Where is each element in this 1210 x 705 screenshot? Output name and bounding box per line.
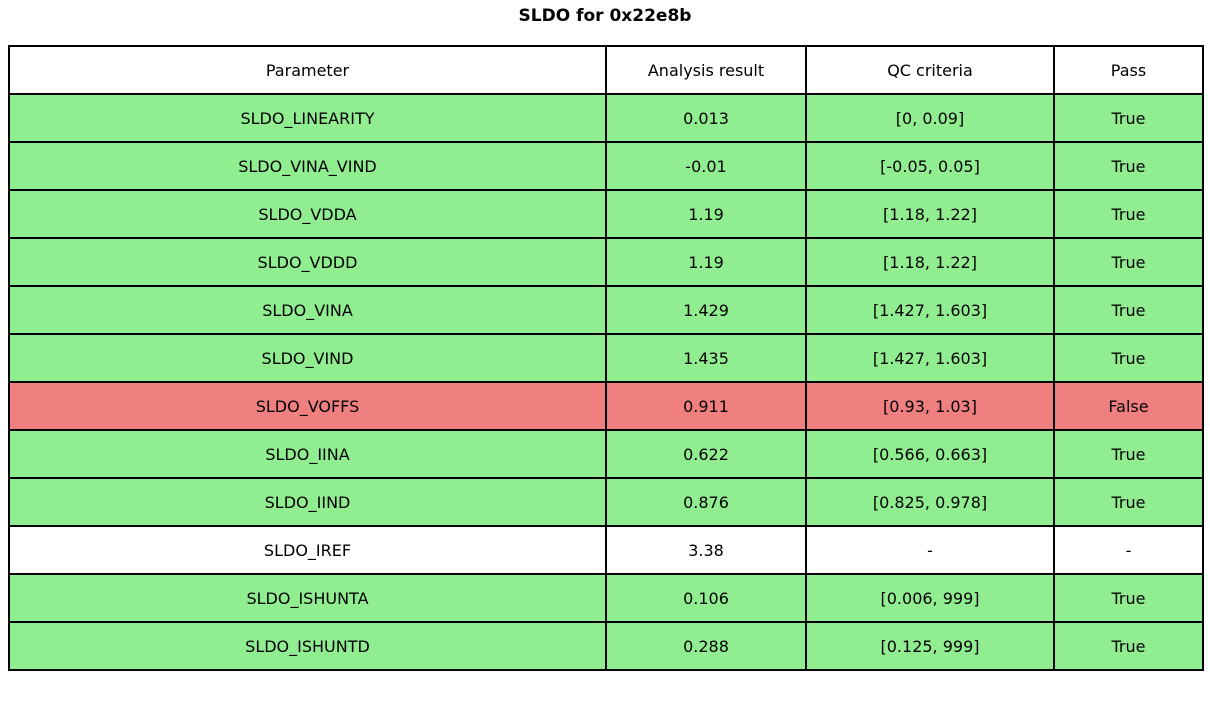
- table-row: SLDO_LINEARITY 0.013 [0, 0.09] True: [8, 93, 1204, 143]
- pass-cell: True: [1053, 429, 1204, 479]
- qc-results-table: Parameter Analysis result QC criteria Pa…: [8, 45, 1204, 671]
- pass-cell: True: [1053, 141, 1204, 191]
- parameter-cell: SLDO_VIND: [8, 333, 607, 383]
- parameter-cell: SLDO_IREF: [8, 525, 607, 575]
- header-row: Parameter Analysis result QC criteria Pa…: [8, 45, 1204, 95]
- criteria-cell: [0.125, 999]: [805, 621, 1055, 671]
- criteria-cell: [1.18, 1.22]: [805, 237, 1055, 287]
- pass-cell: True: [1053, 93, 1204, 143]
- criteria-cell: [-0.05, 0.05]: [805, 141, 1055, 191]
- header-parameter: Parameter: [8, 45, 607, 95]
- criteria-cell: [0.006, 999]: [805, 573, 1055, 623]
- page-title: SLDO for 0x22e8b: [518, 6, 692, 26]
- parameter-cell: SLDO_IINA: [8, 429, 607, 479]
- criteria-cell: [0, 0.09]: [805, 93, 1055, 143]
- table-row: SLDO_VDDD 1.19 [1.18, 1.22] True: [8, 237, 1204, 287]
- result-cell: 1.435: [605, 333, 807, 383]
- result-cell: 1.19: [605, 237, 807, 287]
- table-row: SLDO_VOFFS 0.911 [0.93, 1.03] False: [8, 381, 1204, 431]
- result-cell: 0.106: [605, 573, 807, 623]
- pass-cell: True: [1053, 573, 1204, 623]
- table-row: SLDO_VINA_VIND -0.01 [-0.05, 0.05] True: [8, 141, 1204, 191]
- pass-cell: True: [1053, 285, 1204, 335]
- result-cell: 1.429: [605, 285, 807, 335]
- pass-cell: True: [1053, 333, 1204, 383]
- header-analysis-result: Analysis result: [605, 45, 807, 95]
- table-row: SLDO_IINA 0.622 [0.566, 0.663] True: [8, 429, 1204, 479]
- criteria-cell: [0.93, 1.03]: [805, 381, 1055, 431]
- table-row: SLDO_VINA 1.429 [1.427, 1.603] True: [8, 285, 1204, 335]
- criteria-cell: [0.566, 0.663]: [805, 429, 1055, 479]
- result-cell: 0.911: [605, 381, 807, 431]
- result-cell: 0.013: [605, 93, 807, 143]
- table-row: SLDO_VDDA 1.19 [1.18, 1.22] True: [8, 189, 1204, 239]
- parameter-cell: SLDO_VINA: [8, 285, 607, 335]
- result-cell: 0.622: [605, 429, 807, 479]
- pass-cell: True: [1053, 189, 1204, 239]
- result-cell: 1.19: [605, 189, 807, 239]
- result-cell: -0.01: [605, 141, 807, 191]
- parameter-cell: SLDO_VOFFS: [8, 381, 607, 431]
- table-row: SLDO_IIND 0.876 [0.825, 0.978] True: [8, 477, 1204, 527]
- header-pass: Pass: [1053, 45, 1204, 95]
- table-row: SLDO_IREF 3.38- -: [8, 525, 1204, 575]
- table-row: SLDO_VIND 1.435 [1.427, 1.603] True: [8, 333, 1204, 383]
- pass-cell: -: [1053, 525, 1204, 575]
- parameter-cell: SLDO_VDDA: [8, 189, 607, 239]
- parameter-cell: SLDO_ISHUNTD: [8, 621, 607, 671]
- pass-cell: False: [1053, 381, 1204, 431]
- parameter-cell: SLDO_VDDD: [8, 237, 607, 287]
- parameter-cell: SLDO_LINEARITY: [8, 93, 607, 143]
- criteria-cell: [0.825, 0.978]: [805, 477, 1055, 527]
- pass-cell: True: [1053, 237, 1204, 287]
- header-qc-criteria: QC criteria: [805, 45, 1055, 95]
- result-cell: 0.288: [605, 621, 807, 671]
- parameter-cell: SLDO_ISHUNTA: [8, 573, 607, 623]
- criteria-cell: [1.427, 1.603]: [805, 333, 1055, 383]
- table-row: SLDO_ISHUNTA 0.106 [0.006, 999] True: [8, 573, 1204, 623]
- result-cell: 0.876: [605, 477, 807, 527]
- criteria-cell: [1.18, 1.22]: [805, 189, 1055, 239]
- criteria-cell: -: [805, 525, 1055, 575]
- table-body: SLDO_LINEARITY 0.013 [0, 0.09] True SLDO_VIN…: [8, 93, 1204, 671]
- table-header: Parameter Analysis result QC criteria Pa…: [8, 45, 1204, 95]
- pass-cell: True: [1053, 621, 1204, 671]
- criteria-cell: [1.427, 1.603]: [805, 285, 1055, 335]
- parameter-cell: SLDO_IIND: [8, 477, 607, 527]
- table-row: SLDO_ISHUNTD 0.288 [0.125, 999] True: [8, 621, 1204, 671]
- result-cell: 3.38: [605, 525, 807, 575]
- parameter-cell: SLDO_VINA_VIND: [8, 141, 607, 191]
- pass-cell: True: [1053, 477, 1204, 527]
